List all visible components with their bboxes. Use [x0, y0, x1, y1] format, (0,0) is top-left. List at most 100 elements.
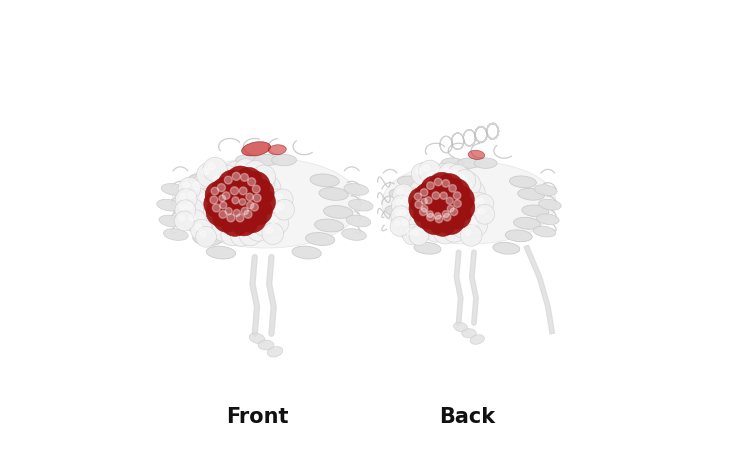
- Circle shape: [187, 176, 214, 203]
- Circle shape: [218, 184, 226, 192]
- Circle shape: [462, 189, 487, 215]
- Circle shape: [265, 189, 289, 212]
- Circle shape: [442, 220, 465, 242]
- Ellipse shape: [522, 205, 549, 217]
- Circle shape: [429, 172, 456, 199]
- Ellipse shape: [249, 333, 265, 344]
- Circle shape: [190, 219, 212, 241]
- Circle shape: [254, 174, 262, 181]
- Circle shape: [211, 177, 240, 206]
- Circle shape: [244, 228, 250, 235]
- Circle shape: [225, 207, 232, 215]
- Circle shape: [448, 166, 473, 193]
- Circle shape: [277, 193, 283, 199]
- Circle shape: [246, 168, 254, 176]
- Ellipse shape: [342, 229, 366, 240]
- Circle shape: [227, 214, 235, 222]
- Circle shape: [395, 221, 400, 226]
- Circle shape: [448, 194, 475, 221]
- Ellipse shape: [382, 161, 556, 244]
- Circle shape: [448, 186, 474, 213]
- Circle shape: [460, 199, 484, 223]
- Circle shape: [268, 201, 291, 223]
- Circle shape: [459, 175, 465, 180]
- Ellipse shape: [346, 215, 370, 227]
- Ellipse shape: [389, 189, 416, 200]
- Circle shape: [398, 189, 404, 195]
- Circle shape: [208, 163, 215, 170]
- Circle shape: [182, 198, 204, 221]
- Circle shape: [445, 170, 452, 177]
- Circle shape: [442, 179, 470, 206]
- Circle shape: [468, 203, 491, 226]
- Circle shape: [460, 178, 467, 185]
- Circle shape: [224, 176, 232, 184]
- Circle shape: [420, 176, 448, 203]
- Circle shape: [248, 178, 256, 186]
- Ellipse shape: [470, 335, 484, 344]
- Circle shape: [395, 205, 417, 226]
- Ellipse shape: [179, 188, 209, 200]
- Circle shape: [435, 215, 442, 223]
- Circle shape: [429, 209, 456, 236]
- Ellipse shape: [272, 154, 296, 166]
- Ellipse shape: [268, 346, 283, 357]
- Circle shape: [427, 211, 434, 217]
- Circle shape: [244, 210, 252, 218]
- Circle shape: [183, 182, 190, 189]
- Circle shape: [440, 192, 448, 199]
- Circle shape: [462, 212, 468, 219]
- Circle shape: [265, 200, 272, 207]
- Circle shape: [453, 200, 462, 207]
- Circle shape: [410, 207, 434, 231]
- Circle shape: [420, 208, 427, 216]
- Circle shape: [421, 205, 428, 212]
- Circle shape: [421, 198, 428, 204]
- Circle shape: [459, 180, 485, 206]
- Circle shape: [236, 214, 244, 222]
- Circle shape: [406, 229, 412, 235]
- Circle shape: [465, 186, 472, 193]
- Ellipse shape: [468, 150, 484, 160]
- Circle shape: [241, 196, 267, 222]
- Circle shape: [233, 209, 240, 216]
- Circle shape: [446, 165, 469, 187]
- Circle shape: [214, 196, 240, 221]
- Circle shape: [430, 164, 456, 190]
- Circle shape: [420, 207, 448, 235]
- Circle shape: [252, 185, 260, 193]
- Circle shape: [213, 204, 241, 232]
- Circle shape: [392, 195, 412, 216]
- Circle shape: [470, 220, 476, 226]
- Circle shape: [471, 197, 478, 204]
- Ellipse shape: [242, 142, 270, 156]
- Circle shape: [246, 179, 274, 207]
- Circle shape: [434, 178, 442, 186]
- Circle shape: [430, 225, 436, 231]
- Ellipse shape: [161, 184, 186, 195]
- Circle shape: [252, 165, 276, 189]
- Circle shape: [174, 211, 194, 231]
- Circle shape: [230, 225, 252, 246]
- Circle shape: [413, 230, 419, 235]
- Ellipse shape: [171, 158, 361, 248]
- Circle shape: [226, 166, 255, 195]
- Circle shape: [456, 220, 462, 226]
- Circle shape: [271, 217, 277, 223]
- Circle shape: [451, 170, 458, 176]
- Circle shape: [415, 212, 422, 219]
- Circle shape: [239, 223, 262, 246]
- Circle shape: [200, 231, 206, 237]
- Circle shape: [241, 171, 270, 200]
- Circle shape: [467, 195, 474, 202]
- Circle shape: [196, 224, 201, 230]
- Circle shape: [207, 171, 234, 197]
- Ellipse shape: [319, 188, 348, 200]
- Circle shape: [267, 228, 273, 234]
- Circle shape: [253, 213, 276, 236]
- Ellipse shape: [292, 246, 321, 259]
- Circle shape: [436, 170, 443, 177]
- Circle shape: [448, 205, 454, 212]
- Circle shape: [228, 204, 253, 229]
- Circle shape: [205, 206, 212, 213]
